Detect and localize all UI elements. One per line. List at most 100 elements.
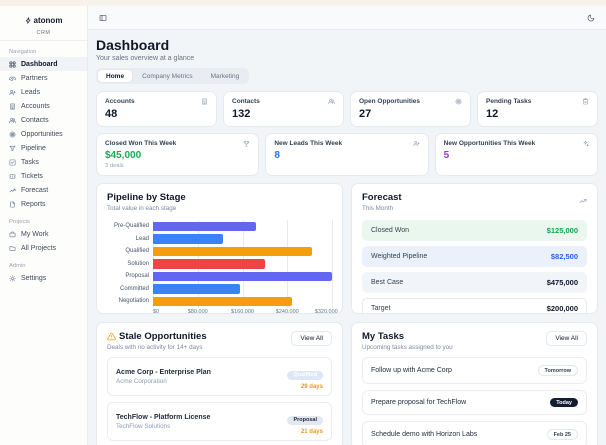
sidebar-item-label: Accounts <box>21 102 50 110</box>
sidebar-item-label: Contacts <box>21 116 49 124</box>
sidebar-toggle-icon[interactable] <box>99 9 107 27</box>
sidebar-item-label: Tasks <box>21 158 39 166</box>
forecast-rows: Closed Won $125,000 Weighted Pipeline $82… <box>362 220 587 313</box>
sidebar-item-label: Tickets <box>21 172 43 180</box>
file-icon <box>10 201 15 207</box>
building-icon <box>202 98 207 105</box>
main-area: Dashboard Your sales overview at a glanc… <box>88 6 606 445</box>
weekly-sub: 3 deals <box>105 163 124 169</box>
chart-bar-row <box>153 295 332 308</box>
sidebar-item-label: Reports <box>21 200 46 208</box>
stat-value: 12 <box>486 108 499 120</box>
trend-icon <box>9 188 16 192</box>
weekly-card-new-leads-this-week: New Leads This Week 8 <box>265 133 429 176</box>
chart-category-label: Committed <box>119 285 149 292</box>
sidebar-item-label: Partners <box>21 74 48 82</box>
weekly-card-new-opportunities-this-week: New Opportunities This Week 5 <box>434 133 598 176</box>
forecast-row-value: $200,000 <box>546 304 578 313</box>
sidebar-item-partners[interactable]: Partners <box>0 71 87 85</box>
weekly-label: New Leads This Week <box>274 140 343 147</box>
sidebar-item-all-projects[interactable]: All Projects <box>0 241 87 255</box>
grid-icon <box>9 61 16 67</box>
user-plus-icon <box>9 89 16 95</box>
task-item[interactable]: Schedule demo with Horizon Labs Feb 25 <box>362 421 587 445</box>
forecast-row-label: Closed Won <box>371 227 410 234</box>
opportunity-company: TechFlow Solutions <box>116 422 171 430</box>
sidebar-item-label: Forecast <box>21 186 49 194</box>
handshake-icon <box>9 76 16 81</box>
chart-category-label: Proposal <box>125 273 149 280</box>
my-tasks-panel: My Tasks Upcoming tasks assigned to you … <box>351 322 598 445</box>
forecast-row-label: Target <box>371 305 391 312</box>
weekly-label: New Opportunities This Week <box>443 140 536 147</box>
stat-cards-row: Accounts 48 Contacts 132 Open Opportunitie… <box>96 91 598 127</box>
stage-badge: Qualified <box>287 370 323 380</box>
chart-bar-negotiation <box>153 296 292 306</box>
tab-home[interactable]: Home <box>98 70 133 82</box>
weekly-card-closed-won-this-week: Closed Won This Week $45,000 3 deals <box>96 133 260 176</box>
spark-icon <box>25 17 31 24</box>
stale-opportunity-item[interactable]: Acme Corp - Enterprise Plan Acme Corpora… <box>107 357 332 396</box>
sidebar-item-reports[interactable]: Reports <box>0 197 87 211</box>
chart-gridline <box>287 220 289 308</box>
opportunity-company: Acme Corporation <box>116 377 167 385</box>
moon-icon <box>587 14 595 21</box>
window-top-strip <box>0 0 606 6</box>
stale-subtitle: Deals with no activity for 14+ days <box>107 344 203 351</box>
task-due-badge: Tomorrow <box>537 365 578 376</box>
task-due-badge: Today <box>550 398 578 407</box>
weekly-label: Closed Won This Week <box>105 140 177 147</box>
sidebar-item-label: Pipeline <box>21 144 46 152</box>
sidebar-item-label: Leads <box>21 88 41 96</box>
pipeline-chart: Pre-Qualified Lead Qualified Solution Propos… <box>107 220 333 308</box>
sidebar-item-label: My Work <box>21 230 49 238</box>
stat-value: 27 <box>359 108 372 120</box>
task-title: Schedule demo with Horizon Labs <box>371 431 478 438</box>
stale-opportunities-panel: Stale Opportunities Deals with no activi… <box>96 322 343 445</box>
stale-opportunity-item[interactable]: TechFlow - Platform License TechFlow Sol… <box>107 402 332 441</box>
task-due-badge: Feb 25 <box>546 429 578 440</box>
bottom-panels-row: Stale Opportunities Deals with no activi… <box>96 322 598 445</box>
trending-up-icon <box>579 192 587 210</box>
chart-category-label: Solution <box>127 260 149 267</box>
check-square-icon <box>9 159 16 165</box>
task-item[interactable]: Prepare proposal for TechFlow Today <box>362 390 587 415</box>
sidebar-item-dashboard[interactable]: Dashboard <box>0 57 87 71</box>
tab-marketing[interactable]: Marketing <box>210 72 240 80</box>
users-icon <box>9 117 16 123</box>
logo-subtitle: CRM <box>36 30 51 36</box>
users-icon <box>328 99 335 105</box>
sidebar-item-my-work[interactable]: My Work <box>0 227 87 241</box>
chart-bar-proposal <box>153 271 332 281</box>
sidebar-item-tasks[interactable]: Tasks <box>0 155 87 169</box>
tasks-view-all-button[interactable]: View All <box>546 331 587 346</box>
tab-company-metrics[interactable]: Company Metrics <box>142 72 193 80</box>
sidebar-item-forecast[interactable]: Forecast <box>0 183 87 197</box>
sidebar-item-accounts[interactable]: Accounts <box>0 99 87 113</box>
stat-card-open-opportunities: Open Opportunities 27 <box>350 91 471 127</box>
sidebar-item-tickets[interactable]: Tickets <box>0 169 87 183</box>
target-icon <box>455 98 462 105</box>
theme-toggle-icon[interactable] <box>587 9 595 27</box>
topbar <box>88 6 606 30</box>
chart-bar-solution <box>153 259 265 269</box>
target-icon <box>9 131 16 137</box>
sidebar-section-label: Admin <box>9 263 26 269</box>
page-title: Dashboard <box>96 37 170 53</box>
sidebar-item-pipeline[interactable]: Pipeline <box>0 141 87 155</box>
sidebar-item-label: All Projects <box>21 244 57 252</box>
app-root: atonom CRM Navigation Dashboard Partners Le… <box>0 6 606 445</box>
chart-category-label: Lead <box>135 235 149 242</box>
sidebar-item-leads[interactable]: Leads <box>0 85 87 99</box>
trophy-icon <box>244 140 250 147</box>
task-item[interactable]: Follow up with Acme Corp Tomorrow <box>362 357 587 384</box>
sidebar-item-settings[interactable]: Settings <box>0 271 87 285</box>
sidebar-section-label: Projects <box>9 219 30 225</box>
sidebar-item-label: Dashboard <box>21 60 58 68</box>
forecast-row-best-case: Best Case $475,000 <box>362 272 587 293</box>
sidebar-item-opportunities[interactable]: Opportunities <box>0 127 87 141</box>
sidebar-item-contacts[interactable]: Contacts <box>0 113 87 127</box>
chart-bar-row <box>153 220 332 233</box>
stale-view-all-button[interactable]: View All <box>291 331 332 346</box>
panel-left-icon <box>99 14 107 21</box>
